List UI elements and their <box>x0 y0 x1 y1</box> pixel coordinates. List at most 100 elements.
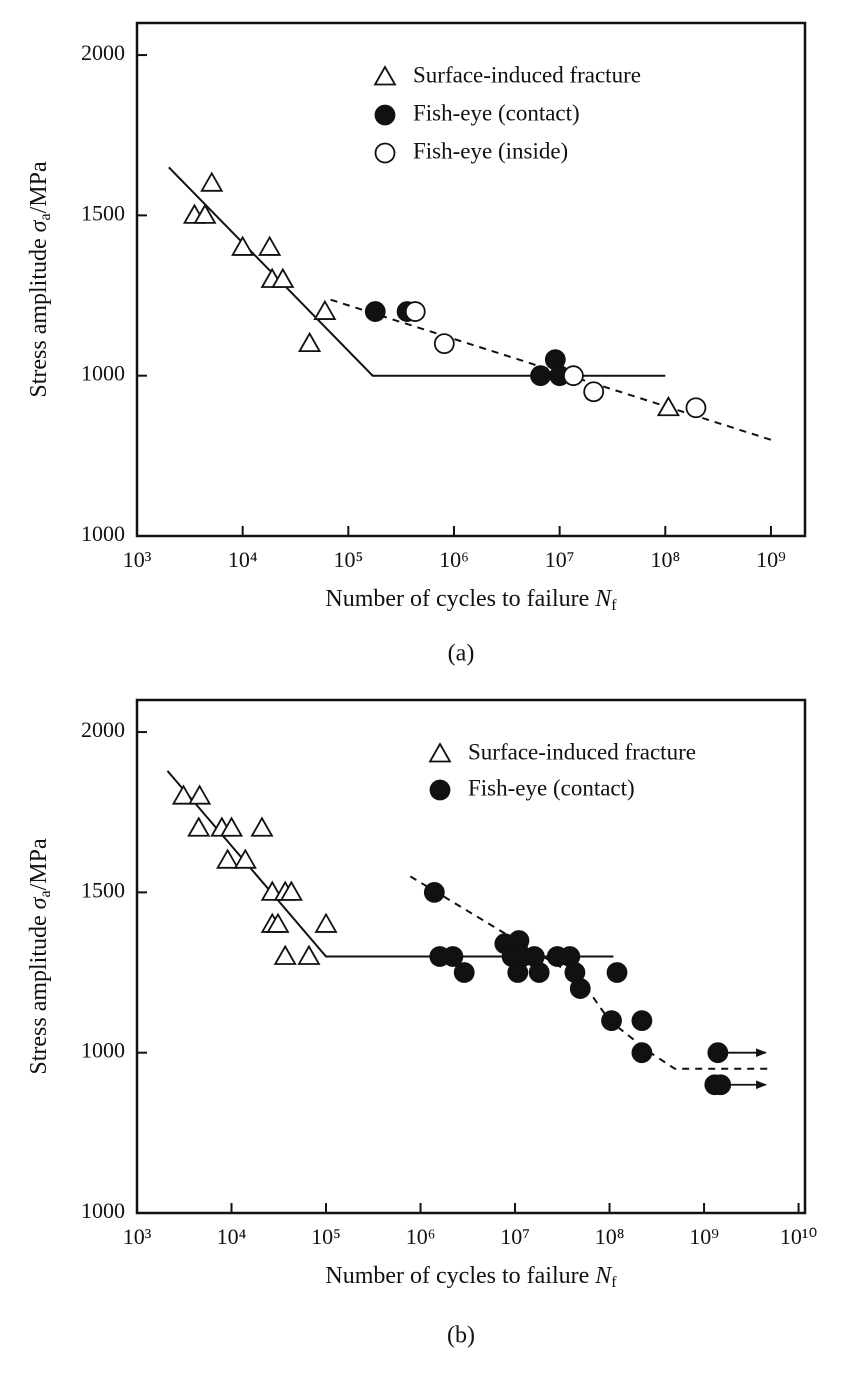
y-axis-label: Stress amplitude σa/MPa <box>26 838 54 1075</box>
open-circle <box>563 365 584 387</box>
x-label-text: Number of cycles to failure <box>325 1263 595 1289</box>
x-label-sub: f <box>611 1274 617 1291</box>
open-circle <box>583 381 605 403</box>
legend-marker <box>374 104 396 126</box>
triangle-marker <box>266 912 290 933</box>
caption: (a) <box>448 641 475 667</box>
legend-marker <box>374 142 396 164</box>
filled-circle <box>631 1042 653 1064</box>
y-label-unit: /MPa <box>26 161 52 213</box>
triangle-marker <box>656 395 680 417</box>
triangle-marker <box>193 203 217 224</box>
x-tick-label: 10⁹ <box>756 547 786 572</box>
open-circle <box>404 301 426 322</box>
triangle-marker <box>171 784 195 805</box>
open-circle <box>433 333 455 355</box>
legend-label: Fish-eye (contact) <box>413 100 580 125</box>
y-label-text: Stress amplitude <box>26 909 52 1074</box>
y-tick-label: 1000 <box>81 521 125 546</box>
triangle-marker <box>297 944 321 965</box>
triangle-marker <box>231 235 255 256</box>
x-axis-label: Number of cycles to failure Nf <box>325 1263 617 1291</box>
x-label-symbol: N <box>594 586 613 612</box>
y-label-text: Stress amplitude <box>26 232 52 397</box>
triangle-marker <box>233 848 257 869</box>
y-label-symbol: σ <box>26 219 52 232</box>
plot-frame <box>135 21 807 538</box>
filled-circle <box>453 962 475 983</box>
triangle-marker <box>273 944 297 965</box>
triangle-marker <box>250 816 274 837</box>
filled-circle <box>710 1074 732 1096</box>
filled-circle <box>707 1042 729 1064</box>
x-tick-label: 10¹⁰ <box>780 1224 818 1249</box>
triangle-marker <box>271 267 295 288</box>
y-tick-label: 1500 <box>81 200 125 225</box>
filled-circle <box>528 962 550 983</box>
filled-circle <box>631 1010 653 1032</box>
x-tick-label: 10⁹ <box>689 1224 719 1249</box>
triangle-marker <box>200 171 224 192</box>
x-axis-label: Number of cycles to failure Nf <box>325 586 617 614</box>
x-tick-label: 10⁴ <box>217 1224 247 1249</box>
dashed-line <box>330 298 772 441</box>
solid-line <box>168 166 666 377</box>
filled-circle <box>364 301 386 322</box>
triangle-marker <box>258 235 282 256</box>
x-tick-label: 10⁸ <box>595 1224 625 1249</box>
y-tick-label: 1500 <box>81 877 125 902</box>
legend-label: Fish-eye (contact) <box>468 775 635 800</box>
y-label-sub: a <box>37 890 54 897</box>
x-tick-label: 10⁴ <box>228 547 258 572</box>
open-circle <box>685 397 707 419</box>
legend-marker <box>428 742 452 763</box>
filled-circle <box>569 978 591 999</box>
filled-circle <box>530 365 551 387</box>
x-tick-label: 10⁶ <box>406 1224 436 1249</box>
legend-marker <box>429 779 451 801</box>
y-tick-label: 1000 <box>81 1198 125 1223</box>
triangle-marker <box>298 331 322 353</box>
triangle-marker <box>279 880 303 901</box>
legend-label: Surface-induced fracture <box>413 62 641 87</box>
y-label-symbol: σ <box>26 896 52 909</box>
x-tick-label: 10³ <box>123 547 152 572</box>
x-tick-label: 10⁷ <box>500 1224 530 1249</box>
y-axis-label: Stress amplitude σa/MPa <box>26 161 54 398</box>
triangle-marker <box>314 912 338 933</box>
y-tick-label: 1000 <box>81 361 125 386</box>
triangle-marker <box>188 784 212 805</box>
filled-circle <box>442 946 464 967</box>
y-label-sub: a <box>37 213 54 220</box>
triangle-marker <box>313 299 337 320</box>
x-tick-label: 10³ <box>123 1224 152 1249</box>
chart-panel: 1000 1000 1500 2000 10³ 10⁴ 10⁵ 10⁶ 10⁷ 10⁸ 10⁹ 10¹… <box>26 698 818 1349</box>
x-tick-label: 10⁸ <box>650 547 680 572</box>
legend-marker <box>373 65 397 86</box>
filled-circle <box>606 962 628 983</box>
plot-frame <box>135 698 807 1215</box>
x-label-sub: f <box>611 597 617 614</box>
filled-circle <box>601 1010 622 1032</box>
legend-label: Fish-eye (inside) <box>413 138 568 163</box>
legend-label: Surface-induced fracture <box>468 739 696 764</box>
x-label-symbol: N <box>594 1263 613 1289</box>
x-tick-label: 10⁵ <box>311 1224 341 1249</box>
triangle-marker <box>187 816 211 837</box>
dashed-line <box>409 875 771 1070</box>
x-tick-label: 10⁷ <box>545 547 575 572</box>
x-tick-label: 10⁶ <box>439 547 469 572</box>
triangle-marker <box>219 816 244 837</box>
filled-circle <box>423 881 445 903</box>
y-label-unit: /MPa <box>26 838 52 890</box>
y-tick-label: 1000 <box>81 1038 125 1063</box>
y-tick-label: 2000 <box>81 40 125 65</box>
caption: (b) <box>447 1323 475 1349</box>
x-tick-label: 10⁵ <box>333 547 363 572</box>
x-label-text: Number of cycles to failure <box>325 586 595 612</box>
y-tick-label: 2000 <box>81 717 125 742</box>
chart-panel: 1000 1000 1500 2000 10³ 10⁴ 10⁵ 10⁶ 10⁷ 10⁸ 10⁹ Num… <box>26 21 807 667</box>
triangle-marker <box>216 848 240 869</box>
